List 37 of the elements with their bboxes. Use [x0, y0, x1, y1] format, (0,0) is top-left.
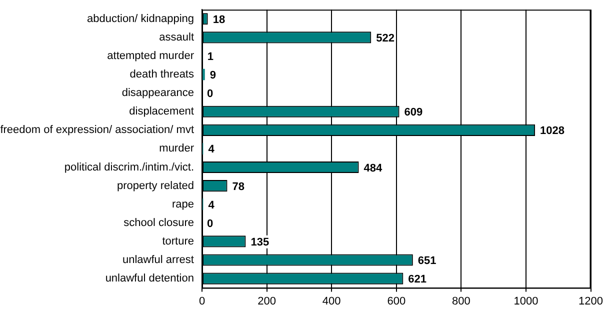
data-label: 621 [408, 274, 427, 286]
y-tick-label: disappearance [122, 87, 194, 100]
x-tick-label: 0 [198, 295, 206, 308]
y-tick-label: school closure [124, 216, 194, 229]
y-tick-label: torture [162, 235, 194, 248]
y-tick-label: rape [172, 198, 194, 210]
data-label: 0 [207, 88, 214, 100]
data-label: 1 [207, 51, 214, 63]
y-tick-label: attempted murder [107, 50, 194, 62]
y-tick-label: death threats [130, 68, 194, 81]
data-label: 609 [404, 106, 423, 119]
data-label: 1028 [540, 125, 565, 138]
y-tick-label: displacement [129, 106, 194, 118]
y-tick-label: property related [116, 180, 194, 192]
data-label: 18 [212, 14, 226, 26]
data-label: 4 [208, 144, 216, 156]
data-label: 4 [208, 199, 216, 212]
data-label: 651 [418, 255, 436, 268]
y-tick-label: murder [159, 142, 194, 155]
data-label: 484 [364, 162, 384, 174]
y-tick-label: political discrim./intim./vict. [64, 161, 194, 174]
y-tick-label: assault [159, 31, 194, 44]
x-tick-label: 200 [258, 295, 276, 308]
x-tick-label: 600 [387, 295, 406, 308]
y-tick-label: unlawful detention [105, 272, 194, 285]
x-tick-label: 1000 [514, 295, 538, 308]
x-tick-label: 800 [452, 295, 470, 308]
y-tick-label: abduction/ kidnapping [86, 12, 194, 25]
data-label: 0 [207, 218, 214, 230]
data-label: 9 [210, 70, 216, 82]
data-label: 522 [376, 32, 394, 44]
y-tick-label: unlawful arrest [122, 254, 194, 266]
x-tick-label: 400 [322, 295, 341, 308]
y-tick-label: freedom of expression/ association/ mvt [0, 124, 194, 136]
data-label: 135 [250, 236, 270, 248]
data-label: 78 [232, 180, 245, 193]
x-tick-label: 1200 [578, 295, 604, 308]
